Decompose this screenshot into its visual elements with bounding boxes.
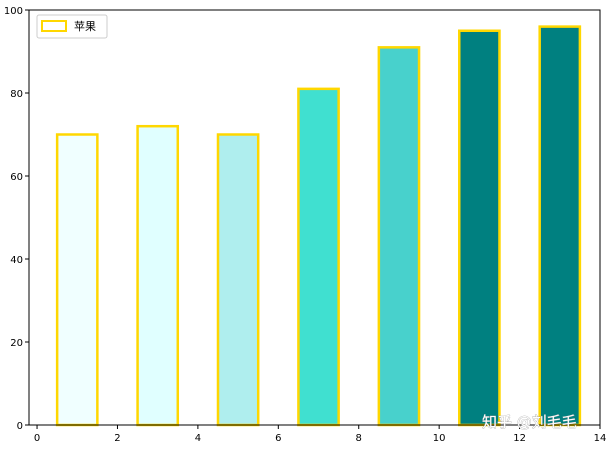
x-tick-label: 0 [34, 433, 40, 444]
x-tick-label: 8 [356, 433, 362, 444]
x-tick-label: 10 [433, 433, 446, 444]
bar-2 [136, 124, 180, 427]
y-tick-label: 20 [10, 338, 23, 349]
plot-frame [28, 9, 601, 426]
bar-1 [55, 133, 99, 427]
y-tick-label: 60 [10, 172, 23, 183]
legend-label: 苹果 [74, 19, 96, 33]
y-tick-label: 100 [4, 6, 23, 17]
bar-3 [216, 133, 260, 427]
bars-group [55, 25, 582, 427]
bar-7 [538, 25, 582, 427]
watermark-text: 知乎 @刘毛毛 [482, 413, 577, 431]
x-tick-label: 6 [275, 433, 281, 444]
bar-5 [377, 46, 421, 427]
x-tick-label: 12 [513, 433, 526, 444]
bar-6 [458, 29, 501, 427]
y-tick-label: 40 [10, 255, 23, 266]
x-tick-label: 4 [195, 433, 201, 444]
y-tick-label: 80 [10, 89, 23, 100]
y-axis: 0 20 40 60 80 100 [4, 6, 29, 432]
legend: 苹果 [36, 14, 108, 39]
x-axis: 0 2 4 6 8 10 12 14 [34, 425, 607, 444]
legend-box [36, 14, 108, 39]
legend-swatch [41, 20, 67, 32]
y-tick-label: 0 [17, 421, 23, 432]
x-tick-label: 14 [594, 433, 607, 444]
x-tick-label: 2 [114, 433, 120, 444]
bar-4 [297, 87, 340, 427]
